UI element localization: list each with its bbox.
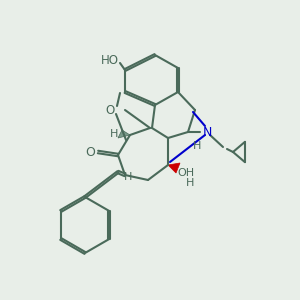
Polygon shape xyxy=(168,163,180,173)
Text: O: O xyxy=(85,146,95,158)
Text: OH: OH xyxy=(177,168,195,178)
Text: H: H xyxy=(124,172,132,182)
Text: O: O xyxy=(105,103,115,116)
Text: H: H xyxy=(193,141,201,151)
Text: N: N xyxy=(202,125,212,139)
Text: H: H xyxy=(186,178,194,188)
Text: HO: HO xyxy=(101,53,119,67)
Text: H: H xyxy=(110,129,118,139)
Polygon shape xyxy=(118,130,130,138)
